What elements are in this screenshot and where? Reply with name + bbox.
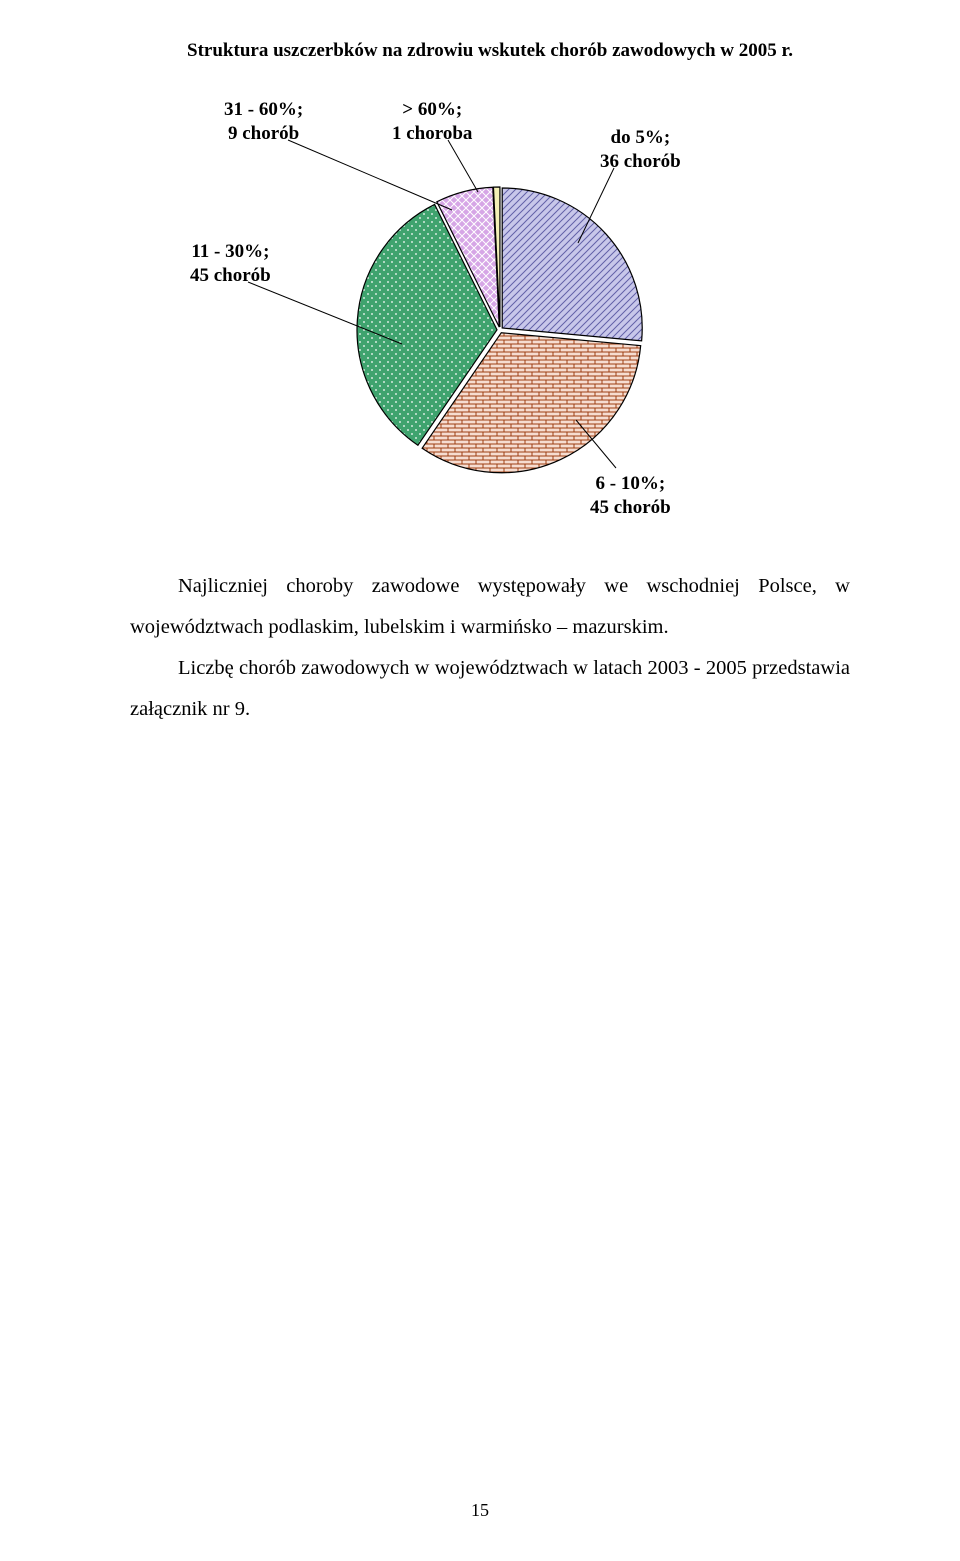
- label-31-60-l1: 31 - 60%;: [224, 98, 303, 122]
- label-do5: do 5%; 36 chorób: [600, 126, 681, 174]
- label-11-30: 11 - 30%; 45 chorób: [190, 240, 271, 288]
- body-text: Najliczniej choroby zawodowe występowały…: [130, 566, 850, 730]
- page-number: 15: [0, 1500, 960, 1521]
- label-31-60: 31 - 60%; 9 chorób: [224, 98, 303, 146]
- pie-chart-area: do 5%; 36 chorób 6 - 10%; 45 chorób 11 -…: [130, 90, 850, 520]
- label-6-10-l2: 45 chorób: [590, 496, 671, 520]
- label-do5-l2: 36 chorób: [600, 150, 681, 174]
- label-11-30-l2: 45 chorób: [190, 264, 271, 288]
- pie-chart-svg: [350, 180, 650, 480]
- label-gt60-l2: 1 choroba: [392, 122, 472, 146]
- label-do5-l1: do 5%;: [600, 126, 681, 150]
- label-31-60-l2: 9 chorób: [224, 122, 303, 146]
- label-gt60: > 60%; 1 choroba: [392, 98, 472, 146]
- chart-title: Struktura uszczerbków na zdrowiu wskutek…: [130, 40, 850, 62]
- label-gt60-l1: > 60%;: [392, 98, 472, 122]
- label-11-30-l1: 11 - 30%;: [190, 240, 271, 264]
- body-paragraph-1: Najliczniej choroby zawodowe występowały…: [130, 566, 850, 730]
